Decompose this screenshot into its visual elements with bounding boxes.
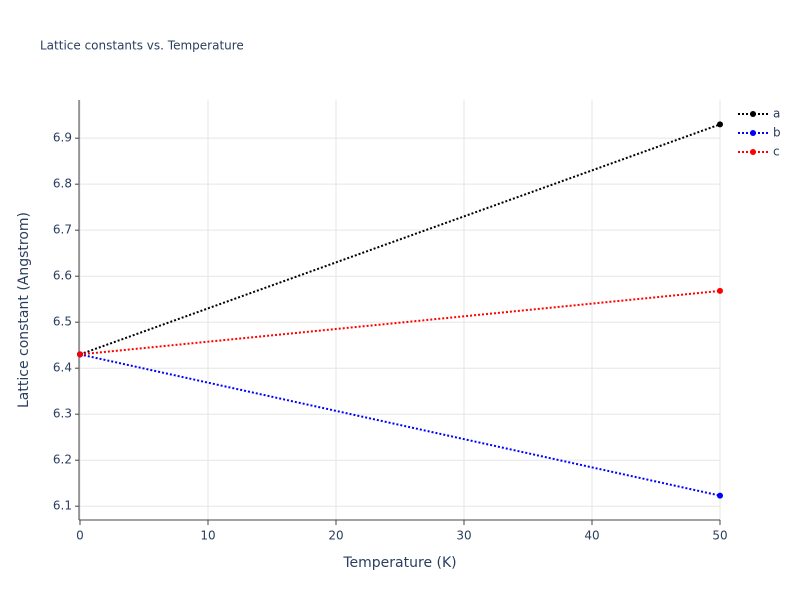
legend-item[interactable]: b [738,126,781,140]
data-point [717,492,723,499]
x-tick-label: 20 [328,529,343,543]
series-line [79,289,721,356]
legend-marker [750,111,756,117]
x-tick-label: 0 [76,529,84,543]
chart-title: Lattice constants vs. Temperature [40,39,244,53]
y-tick-label: 6.3 [53,407,72,421]
y-tick-label: 6.4 [53,361,72,375]
series-line [79,353,721,497]
y-tick-label: 6.9 [53,131,72,145]
x-tick-label: 30 [456,529,471,543]
y-tick-label: 6.2 [53,453,72,467]
legend-marker [750,130,756,136]
y-tick-label: 6.7 [53,223,72,237]
legend-label: b [773,126,781,140]
legend-label: c [773,145,780,159]
legend-item[interactable]: c [738,145,780,159]
y-tick-label: 6.1 [53,499,72,513]
legend-marker [750,149,756,155]
data-point [717,121,723,128]
y-tick-label: 6.6 [53,269,72,283]
legend-label: a [773,107,780,121]
x-axis-label: Temperature (K) [342,555,456,571]
y-axis-label: Lattice constant (Angstrom) [16,212,32,408]
data-point [77,351,83,358]
legend-item[interactable]: a [738,107,780,121]
x-tick-label: 10 [200,529,215,543]
y-tick-label: 6.8 [53,177,72,191]
data-point [717,287,723,294]
series-line [79,123,721,356]
x-tick-label: 40 [584,529,599,543]
y-tick-label: 6.5 [53,315,72,329]
x-tick-label: 50 [712,529,727,543]
